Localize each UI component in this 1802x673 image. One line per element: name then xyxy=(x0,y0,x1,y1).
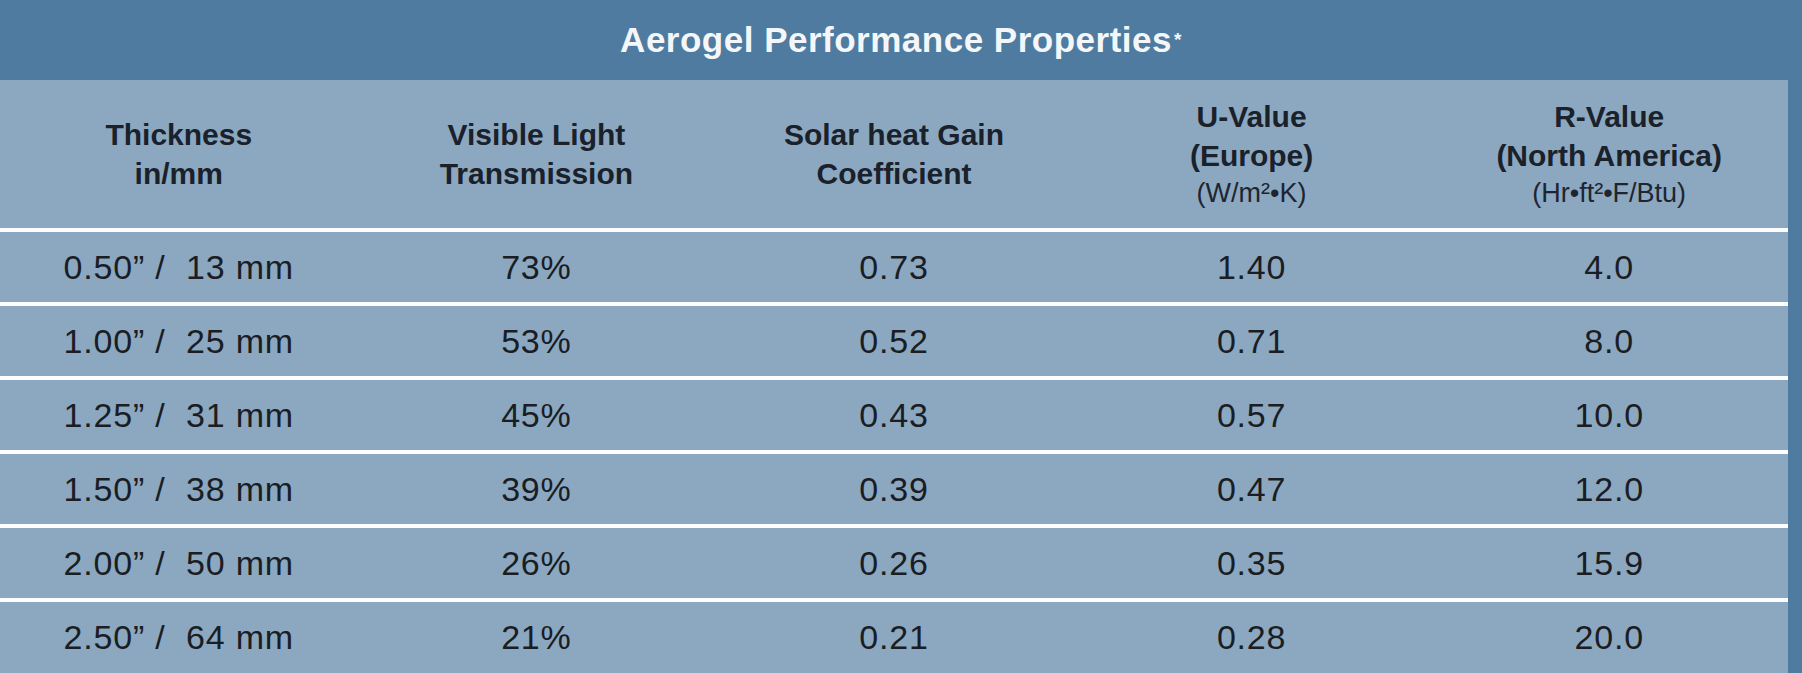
cell-r-value: 15.9 xyxy=(1430,544,1788,583)
column-header-solar-heat-gain-coefficient: Solar heat Gain Coefficient xyxy=(715,115,1073,193)
header-line: Visible Light xyxy=(358,115,716,154)
header-line: R-Value xyxy=(1430,97,1788,136)
cell-thickness: 0.50” / 13 mm xyxy=(0,248,358,287)
cell-r-value: 10.0 xyxy=(1430,396,1788,435)
cell-r-value: 8.0 xyxy=(1430,322,1788,361)
cell-solar-heat-gain-coefficient: 0.73 xyxy=(715,248,1073,287)
cell-r-value: 4.0 xyxy=(1430,248,1788,287)
table-header-row: Thickness in/mm Visible Light Transmissi… xyxy=(0,80,1788,228)
cell-solar-heat-gain-coefficient: 0.39 xyxy=(715,470,1073,509)
cell-visible-light-transmission: 73% xyxy=(358,248,716,287)
table-title-bar: Aerogel Performance Properties* xyxy=(0,0,1802,80)
cell-u-value: 0.28 xyxy=(1073,618,1431,657)
cell-u-value: 0.71 xyxy=(1073,322,1431,361)
right-border-strip xyxy=(1788,0,1802,673)
cell-r-value: 12.0 xyxy=(1430,470,1788,509)
cell-u-value: 1.40 xyxy=(1073,248,1431,287)
table-row: 0.50” / 13 mm 73% 0.73 1.40 4.0 xyxy=(0,228,1788,302)
cell-solar-heat-gain-coefficient: 0.26 xyxy=(715,544,1073,583)
header-line: Thickness xyxy=(0,115,358,154)
cell-u-value: 0.57 xyxy=(1073,396,1431,435)
cell-thickness: 1.00” / 25 mm xyxy=(0,322,358,361)
table-content: Thickness in/mm Visible Light Transmissi… xyxy=(0,80,1788,672)
column-header-u-value: U-Value (Europe) (W/m²•K) xyxy=(1073,97,1431,211)
header-unit: (Hr•ft²•F/Btu) xyxy=(1430,175,1788,211)
cell-visible-light-transmission: 45% xyxy=(358,396,716,435)
header-line: in/mm xyxy=(0,154,358,193)
column-header-visible-light-transmission: Visible Light Transmission xyxy=(358,115,716,193)
table-row: 2.50” / 64 mm 21% 0.21 0.28 20.0 xyxy=(0,598,1788,672)
header-line: Solar heat Gain xyxy=(715,115,1073,154)
cell-r-value: 20.0 xyxy=(1430,618,1788,657)
column-header-thickness: Thickness in/mm xyxy=(0,115,358,193)
header-line: (North America) xyxy=(1430,136,1788,175)
header-unit: (W/m²•K) xyxy=(1073,175,1431,211)
cell-solar-heat-gain-coefficient: 0.52 xyxy=(715,322,1073,361)
table-row: 1.50” / 38 mm 39% 0.39 0.47 12.0 xyxy=(0,450,1788,524)
header-line: Coefficient xyxy=(715,154,1073,193)
column-header-r-value: R-Value (North America) (Hr•ft²•F/Btu) xyxy=(1430,97,1788,211)
header-line: (Europe) xyxy=(1073,136,1431,175)
cell-u-value: 0.35 xyxy=(1073,544,1431,583)
cell-thickness: 2.50” / 64 mm xyxy=(0,618,358,657)
table-row: 1.25” / 31 mm 45% 0.43 0.57 10.0 xyxy=(0,376,1788,450)
table-row: 1.00” / 25 mm 53% 0.52 0.71 8.0 xyxy=(0,302,1788,376)
cell-visible-light-transmission: 39% xyxy=(358,470,716,509)
table-title: Aerogel Performance Properties xyxy=(620,20,1172,60)
cell-visible-light-transmission: 21% xyxy=(358,618,716,657)
cell-solar-heat-gain-coefficient: 0.43 xyxy=(715,396,1073,435)
cell-u-value: 0.47 xyxy=(1073,470,1431,509)
table-row: 2.00” / 50 mm 26% 0.26 0.35 15.9 xyxy=(0,524,1788,598)
cell-thickness: 2.00” / 50 mm xyxy=(0,544,358,583)
cell-solar-heat-gain-coefficient: 0.21 xyxy=(715,618,1073,657)
cell-visible-light-transmission: 53% xyxy=(358,322,716,361)
header-line: Transmission xyxy=(358,154,716,193)
aerogel-performance-table: Aerogel Performance Properties* Thicknes… xyxy=(0,0,1802,673)
cell-visible-light-transmission: 26% xyxy=(358,544,716,583)
header-line: U-Value xyxy=(1073,97,1431,136)
cell-thickness: 1.25” / 31 mm xyxy=(0,396,358,435)
cell-thickness: 1.50” / 38 mm xyxy=(0,470,358,509)
